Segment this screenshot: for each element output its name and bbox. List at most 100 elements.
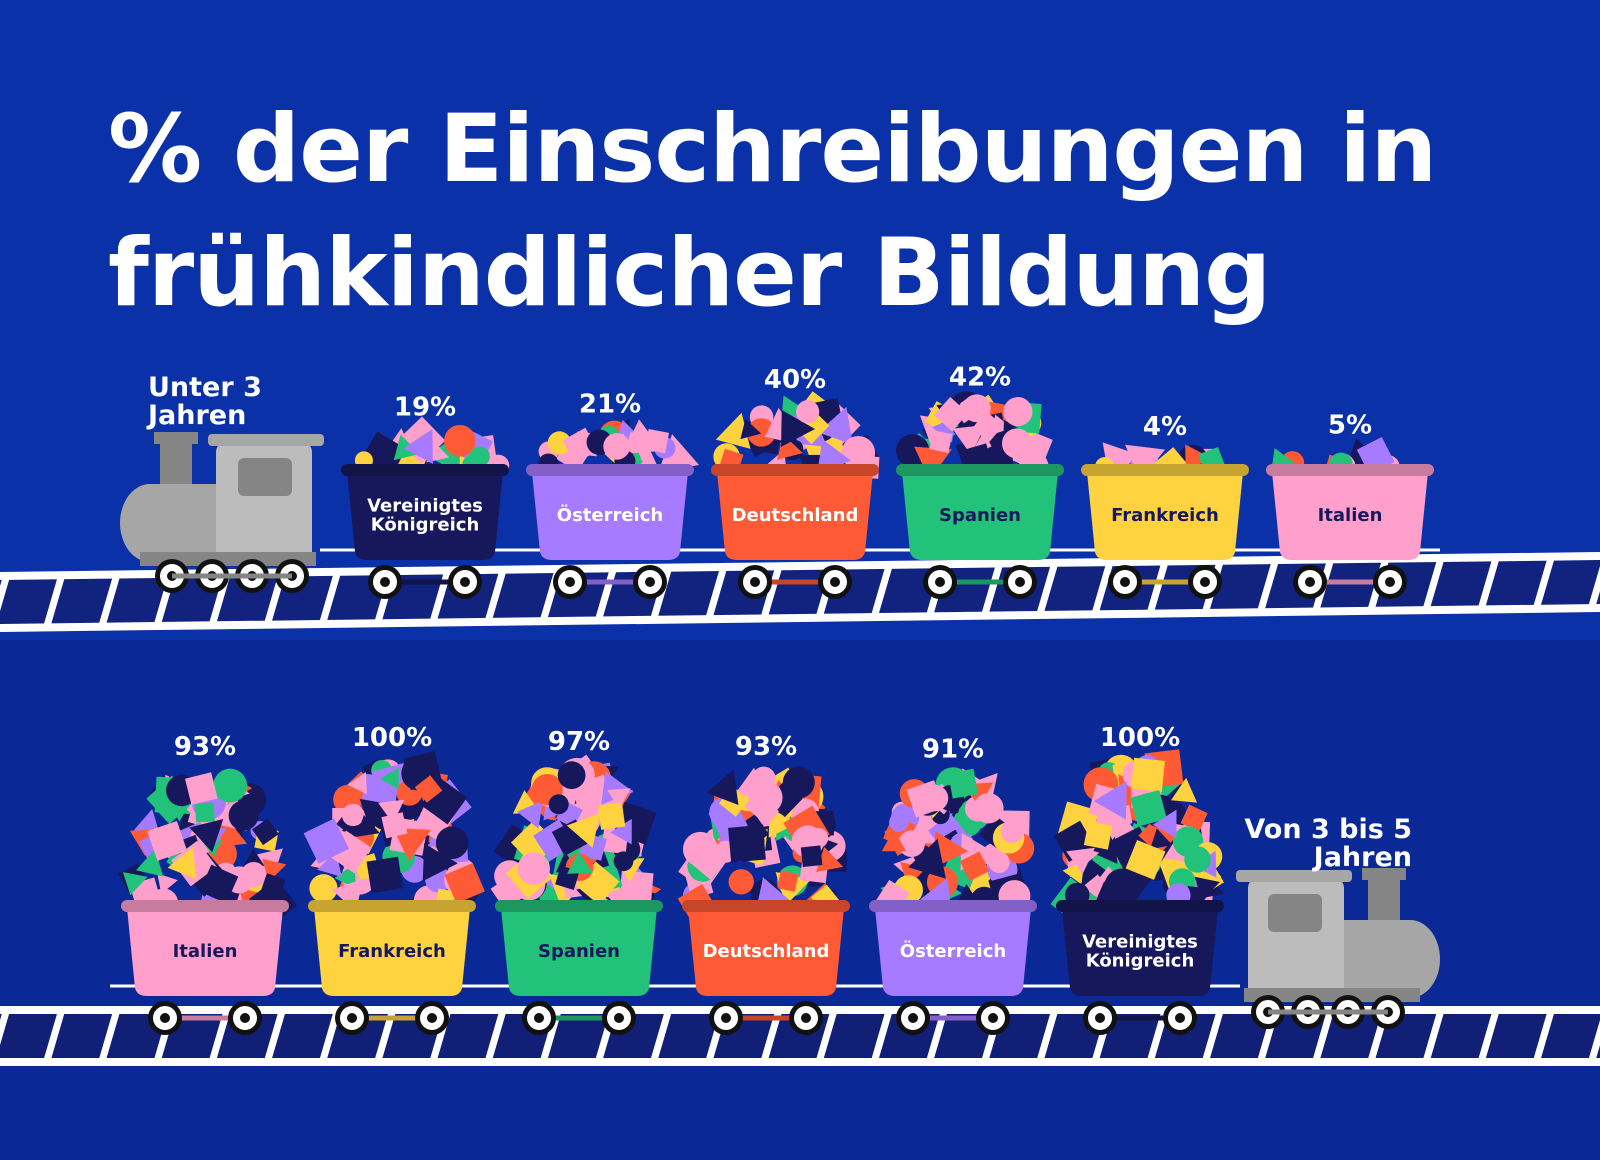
upper-group-label: Jahren [146,400,246,431]
lower-wagon-2-pile-square [597,802,626,830]
lower-wagon-2-pile-triangle [566,813,601,848]
lower-wagon-4-pile-circle [1000,819,1024,843]
upper-wagon-0-body [347,472,503,560]
lower-wagon-2-rim [495,900,663,912]
lower-wagon-5-pile-square [1180,804,1208,832]
chart-title: % der Einschreibungen in frühkindlicher … [108,88,1528,336]
lower-wagon-1-wheel-right-hub [427,1013,437,1023]
lower-wagon-3-rim [682,900,850,912]
upper-wagon-3-pile-circle [1003,397,1033,427]
lower-wagon-3-pile-triangle [816,846,844,873]
lower-wagon-1-wheel-left-hub [347,1013,357,1023]
lower-wagon-4-body [875,908,1031,996]
lower-locomotive-boiler [1330,920,1440,998]
lower-wagon-4-pile-triangle [908,838,946,879]
upper-wagon-3-category-label: Spanien [939,505,1021,526]
upper-track-sleeper [760,564,782,620]
upper-wagon-0-wheel-right-hub [460,577,470,587]
upper-locomotive-window [238,458,292,496]
upper-wagon-2-wheel-left-hub [750,577,760,587]
lower-wagon-3-wheel-right-hub [801,1013,811,1023]
lower-locomotive-chimney-cap [1362,868,1406,880]
lower-track-sleeper [1036,1008,1058,1064]
upper-wagon-2-pile-triangle [715,412,751,449]
upper-wagon-5-body [1272,472,1428,560]
lower-wagon-1-pile-circle [309,874,338,903]
lower-group-label: Von 3 bis 5 [1244,814,1412,845]
upper-wagon-1-pile-circle [603,433,630,460]
lower-wagon-5-rim [1056,900,1224,912]
lower-wagon-2-wheel-left-hub [534,1013,544,1023]
upper-track-sleeper [1533,555,1555,611]
upper-wagon-0-category-label: Vereinigtes [367,496,483,517]
lower-locomotive [1236,868,1440,1029]
lower-track-sleeper [1422,1008,1444,1064]
lower-wagon-0: Italien 93% [118,732,298,1035]
upper-wagon-3-pile-triangle [952,425,986,455]
lower-wagon-1-rim [308,900,476,912]
lower-wagon-4-pile-triangle [881,829,907,852]
lower-wagon-1-pile-triangle [356,814,380,837]
lower-wagon-3-category-label: Deutschland [703,941,830,962]
lower-wagon-2-wheel-right-hub [614,1013,624,1023]
upper-track-sleeper [981,562,1003,618]
upper-track-sleeper [1588,566,1600,610]
upper-wagon-2-category-label: Deutschland [732,505,859,526]
lower-wagon-4-pile-circle [889,812,909,832]
lower-track-sleeper [1588,1020,1600,1064]
lower-wagon-2-pile-triangle [607,788,631,810]
upper-wagon-2: Deutschland 40% [711,365,880,599]
upper-wagon-5-wheel-right-hub [1385,577,1395,587]
lower-wagon-1-pile-triangle [380,767,399,790]
lower-wagon-2-pile-circle [557,761,586,790]
lower-wagon-1-pile-circle [341,803,365,827]
upper-locomotive-cab-roof [208,434,324,446]
lower-wagon-3-pile-circle [748,780,783,815]
upper-wagon-5-rim [1266,464,1434,476]
upper-wagon-0-wheel-left-hub [380,577,390,587]
lower-wagon-1-category-label: Frankreich [338,941,446,962]
lower-wagon-1-pile-triangle [347,772,367,795]
upper-track-sleeper [1478,555,1500,611]
upper-wagon-2-pile-circle [796,400,820,424]
lower-wagon-5-pile-triangle [1149,828,1173,850]
upper-wagon-2-pile-triangle [740,418,762,440]
upper-wagon-4: Frankreich 4% [1081,412,1249,599]
lower-group-label: Jahren [1312,842,1412,873]
upper-wagon-0-pile-triangle [403,429,433,464]
upper-wagon-3-body [902,472,1058,560]
lower-wagon-5-wheel-left-hub [1095,1013,1105,1023]
upper-wagon-3-pile-circle [1002,428,1033,459]
upper-wagon-2-pile-triangle [818,406,853,445]
lower-wagon-0-body [127,908,283,996]
lower-wagon-0-pile-square [147,821,188,861]
lower-wagon-0-rim [121,900,289,912]
upper-wagon-3: Spanien 42% [896,362,1064,599]
lower-track [0,1006,1600,1066]
lower-track-bed [0,1010,1600,1062]
upper-wagon-2-pile-triangle [781,409,815,447]
lower-wagon-2-value-label: 97% [548,727,610,757]
lower-wagon-5-pile-square [1083,821,1113,850]
upper-wagon-4-body [1087,472,1243,560]
upper-wagon-3-wheel-left-hub [935,577,945,587]
upper-track-sleeper [485,568,507,624]
upper-wagon-3-pile-triangle [914,446,952,480]
lower-wagon-3-pile-square [728,824,766,863]
upper-wagon-5: Italien 5% [1266,411,1434,599]
lower-wagon-3-body [688,908,844,996]
lower-wagon-0-pile-square [199,864,239,904]
lower-wagon-1-pile-triangle [392,828,432,862]
lower-wagon-5-pile-square [1130,789,1167,827]
upper-wagon-1: Österreich 21% [526,390,700,599]
lower-wagon-1-pile-square [366,856,404,894]
upper-track-sleeper [1422,556,1444,612]
lower-wagon-0-wheel-left-hub [160,1013,170,1023]
lower-wagon-5-category-label: Vereinigtes [1082,932,1198,953]
upper-track-sleeper [1147,560,1169,616]
upper-track-sleeper [1036,561,1058,617]
lower-wagon-2-pile-circle [548,794,569,815]
upper-wagon-1-wheel-right-hub [645,577,655,587]
